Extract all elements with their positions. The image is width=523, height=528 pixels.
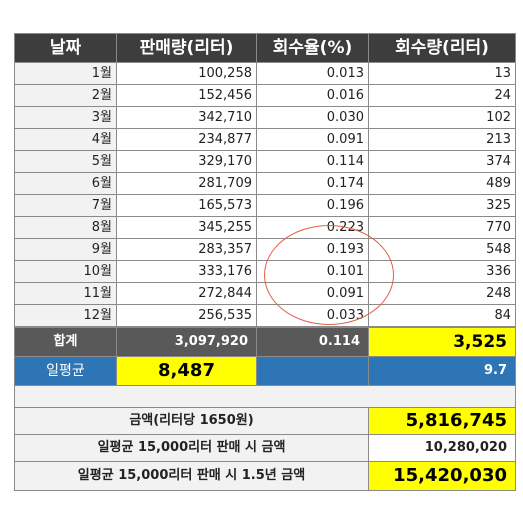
daily-avg-row: 일평균 8,487 9.7 — [14, 356, 516, 386]
sales-cell[interactable]: 165,573 — [116, 194, 257, 217]
table-row: 2월 152,456 0.016 24 — [14, 84, 516, 107]
blank-row — [14, 385, 516, 408]
blank-cell[interactable] — [14, 385, 516, 408]
amount-15000-15y-value[interactable]: 15,420,030 — [368, 461, 516, 491]
amount-15000-row: 일평균 15,000리터 판매 시 금액 10,280,020 — [14, 434, 516, 462]
amount-15000-15y-row: 일평균 15,000리터 판매 시 1.5년 금액 15,420,030 — [14, 461, 516, 491]
table-row: 12월 256,535 0.033 84 — [14, 304, 516, 327]
recovered-cell[interactable]: 102 — [368, 106, 516, 129]
month-cell[interactable]: 4월 — [14, 128, 117, 151]
rate-cell[interactable]: 0.013 — [256, 62, 369, 85]
table-row: 10월 333,176 0.101 336 — [14, 260, 516, 283]
header-date[interactable]: 날짜 — [14, 33, 117, 63]
month-cell[interactable]: 10월 — [14, 260, 117, 283]
rate-cell[interactable]: 0.101 — [256, 260, 369, 283]
rate-cell[interactable]: 0.223 — [256, 216, 369, 239]
recovered-cell[interactable]: 13 — [368, 62, 516, 85]
spreadsheet: 날짜 판매량(리터) 회수율(%) 회수량(리터) 1월 100,258 0.013… — [14, 33, 516, 491]
daily-avg-rate[interactable] — [256, 356, 369, 386]
rate-cell[interactable]: 0.091 — [256, 282, 369, 305]
recovered-cell[interactable]: 489 — [368, 172, 516, 195]
daily-avg-recovered[interactable]: 9.7 — [368, 356, 516, 386]
daily-avg-sales[interactable]: 8,487 — [116, 356, 257, 386]
recovered-cell[interactable]: 248 — [368, 282, 516, 305]
table-row: 7월 165,573 0.196 325 — [14, 194, 516, 217]
amount-15000-label[interactable]: 일평균 15,000리터 판매 시 금액 — [14, 434, 369, 462]
total-sales[interactable]: 3,097,920 — [116, 327, 257, 357]
recovered-cell[interactable]: 24 — [368, 84, 516, 107]
header-sales[interactable]: 판매량(리터) — [116, 33, 257, 63]
header-recovered[interactable]: 회수량(리터) — [368, 33, 516, 63]
table-row: 6월 281,709 0.174 489 — [14, 172, 516, 195]
recovered-cell[interactable]: 213 — [368, 128, 516, 151]
amount-15000-15y-label[interactable]: 일평균 15,000리터 판매 시 1.5년 금액 — [14, 461, 369, 491]
table-row: 4월 234,877 0.091 213 — [14, 128, 516, 151]
amount-label[interactable]: 금액(리터당 1650원) — [14, 407, 369, 435]
recovered-cell[interactable]: 770 — [368, 216, 516, 239]
rate-cell[interactable]: 0.114 — [256, 150, 369, 173]
total-row: 합계 3,097,920 0.114 3,525 — [14, 327, 516, 357]
total-label[interactable]: 합계 — [14, 327, 117, 357]
amount-row: 금액(리터당 1650원) 5,816,745 — [14, 407, 516, 435]
total-recovered[interactable]: 3,525 — [368, 327, 516, 357]
rate-cell[interactable]: 0.030 — [256, 106, 369, 129]
sales-cell[interactable]: 283,357 — [116, 238, 257, 261]
rate-cell[interactable]: 0.193 — [256, 238, 369, 261]
rate-cell[interactable]: 0.016 — [256, 84, 369, 107]
amount-15000-value[interactable]: 10,280,020 — [368, 434, 516, 462]
table-row: 3월 342,710 0.030 102 — [14, 106, 516, 129]
sales-cell[interactable]: 345,255 — [116, 216, 257, 239]
month-cell[interactable]: 9월 — [14, 238, 117, 261]
table-row: 1월 100,258 0.013 13 — [14, 62, 516, 85]
month-cell[interactable]: 7월 — [14, 194, 117, 217]
month-cell[interactable]: 6월 — [14, 172, 117, 195]
sales-table: 날짜 판매량(리터) 회수율(%) 회수량(리터) 1월 100,258 0.013… — [14, 33, 516, 327]
recovered-cell[interactable]: 84 — [368, 304, 516, 327]
table-row: 5월 329,170 0.114 374 — [14, 150, 516, 173]
recovered-cell[interactable]: 374 — [368, 150, 516, 173]
sales-cell[interactable]: 234,877 — [116, 128, 257, 151]
rate-cell[interactable]: 0.091 — [256, 128, 369, 151]
recovered-cell[interactable]: 336 — [368, 260, 516, 283]
month-cell[interactable]: 5월 — [14, 150, 117, 173]
header-rate[interactable]: 회수율(%) — [256, 33, 369, 63]
sales-cell[interactable]: 342,710 — [116, 106, 257, 129]
header-row: 날짜 판매량(리터) 회수율(%) 회수량(리터) — [14, 33, 516, 63]
sales-cell[interactable]: 152,456 — [116, 84, 257, 107]
amount-value[interactable]: 5,816,745 — [368, 407, 516, 435]
daily-avg-label[interactable]: 일평균 — [14, 356, 117, 386]
table-row: 8월 345,255 0.223 770 — [14, 216, 516, 239]
table-row: 11월 272,844 0.091 248 — [14, 282, 516, 305]
table-row: 9월 283,357 0.193 548 — [14, 238, 516, 261]
rate-cell[interactable]: 0.196 — [256, 194, 369, 217]
sales-cell[interactable]: 333,176 — [116, 260, 257, 283]
month-cell[interactable]: 12월 — [14, 304, 117, 327]
total-rate[interactable]: 0.114 — [256, 327, 369, 357]
sales-cell[interactable]: 329,170 — [116, 150, 257, 173]
month-cell[interactable]: 2월 — [14, 84, 117, 107]
month-cell[interactable]: 11월 — [14, 282, 117, 305]
sales-cell[interactable]: 256,535 — [116, 304, 257, 327]
sales-cell[interactable]: 272,844 — [116, 282, 257, 305]
month-cell[interactable]: 8월 — [14, 216, 117, 239]
sales-cell[interactable]: 100,258 — [116, 62, 257, 85]
rate-cell[interactable]: 0.033 — [256, 304, 369, 327]
rate-cell[interactable]: 0.174 — [256, 172, 369, 195]
summary-table: 합계 3,097,920 0.114 3,525 일평균 8,487 9.7 금… — [14, 327, 516, 491]
recovered-cell[interactable]: 548 — [368, 238, 516, 261]
month-cell[interactable]: 3월 — [14, 106, 117, 129]
month-cell[interactable]: 1월 — [14, 62, 117, 85]
recovered-cell[interactable]: 325 — [368, 194, 516, 217]
sales-cell[interactable]: 281,709 — [116, 172, 257, 195]
